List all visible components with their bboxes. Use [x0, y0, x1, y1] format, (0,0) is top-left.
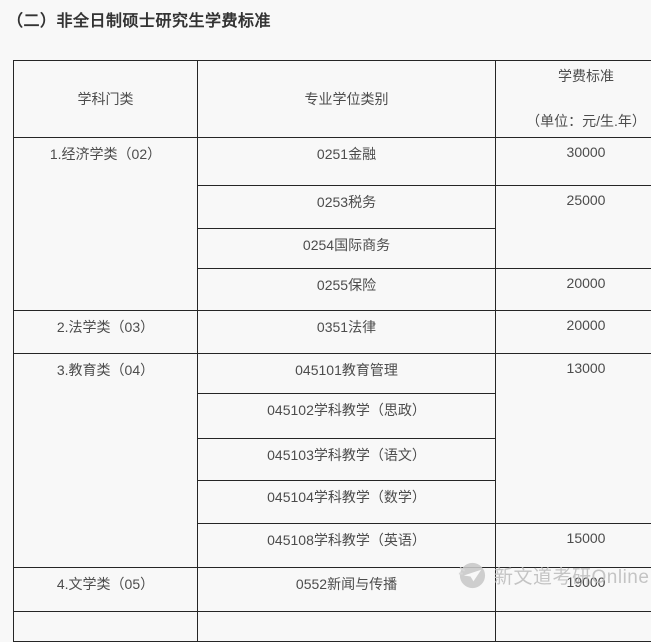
- major-cell: 045101教育管理: [198, 354, 496, 394]
- table-row: 1.经济学类（02） 0251金融 30000: [14, 138, 651, 186]
- major-cell: 045102学科教学（思政）: [198, 394, 496, 439]
- table-header-row: 学科门类 专业学位类别 学费标准 （单位：元/生.年）: [14, 61, 651, 138]
- category-cell: 3.教育类（04）: [14, 354, 198, 568]
- fee-cell: 13000: [496, 354, 651, 524]
- tuition-table: 学科门类 专业学位类别 学费标准 （单位：元/生.年） 1.经济学类（02） 0…: [13, 60, 651, 642]
- header-discipline: 学科门类: [14, 61, 198, 138]
- table-row: 2.法学类（03） 0351法律 20000: [14, 311, 651, 354]
- fee-cell: 15000: [496, 524, 651, 568]
- header-fee-line1: 学费标准: [500, 66, 651, 86]
- major-cell: 0552新闻与传播: [198, 568, 496, 612]
- major-cell: 0254国际商务: [198, 229, 496, 269]
- fee-cell: 19000: [496, 568, 651, 612]
- category-cell: 2.法学类（03）: [14, 311, 198, 354]
- major-cell: 0255保险: [198, 269, 496, 311]
- major-cell: 0251金融: [198, 138, 496, 186]
- major-cell: 0351法律: [198, 311, 496, 354]
- major-cell: 045104学科教学（数学）: [198, 481, 496, 524]
- header-fee: 学费标准 （单位：元/生.年）: [496, 61, 651, 138]
- table-row: 3.教育类（04） 045101教育管理 13000: [14, 354, 651, 394]
- table-row: 4.文学类（05） 0552新闻与传播 19000: [14, 568, 651, 612]
- table-row-clipped: [14, 612, 651, 642]
- fee-cell: 25000: [496, 186, 651, 269]
- header-fee-line2: （单位：元/生.年）: [500, 111, 651, 131]
- page-title: （二）非全日制硕士研究生学费标准: [7, 7, 271, 31]
- header-degree: 专业学位类别: [198, 61, 496, 138]
- fee-cell: [496, 612, 651, 642]
- major-cell: 045103学科教学（语文）: [198, 439, 496, 481]
- major-cell: [198, 612, 496, 642]
- category-cell: 4.文学类（05）: [14, 568, 198, 612]
- major-cell: 045108学科教学（英语）: [198, 524, 496, 568]
- fee-cell: 30000: [496, 138, 651, 186]
- category-cell: 1.经济学类（02）: [14, 138, 198, 311]
- major-cell: 0253税务: [198, 186, 496, 229]
- page: { "page": { "title": "（二）非全日制硕士研究生学费标准" …: [0, 0, 651, 615]
- fee-cell: 20000: [496, 311, 651, 354]
- fee-cell: 20000: [496, 269, 651, 311]
- category-cell: [14, 612, 198, 642]
